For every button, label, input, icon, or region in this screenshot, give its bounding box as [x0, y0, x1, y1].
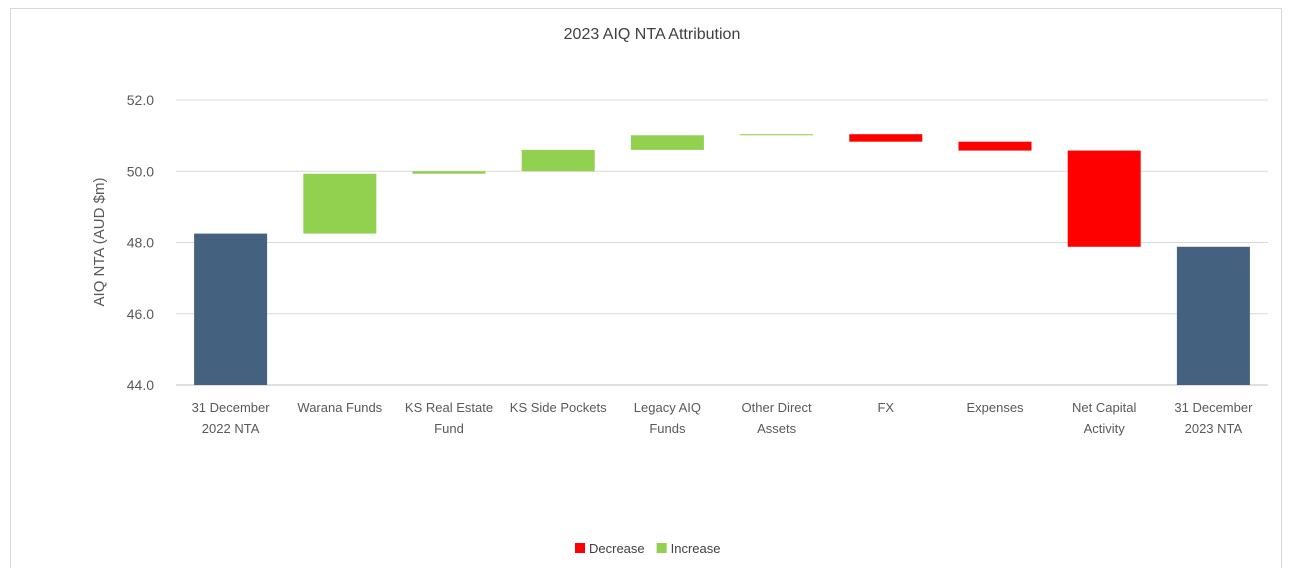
- chart-title: 2023 AIQ NTA Attribution: [564, 26, 741, 43]
- y-tick-label: 46.0: [127, 306, 154, 322]
- legend-swatch-decrease: [575, 543, 585, 553]
- bar-increase: [630, 135, 704, 150]
- x-category-label: Warana Funds: [297, 400, 382, 415]
- bars: [194, 134, 1250, 385]
- x-category-label: Legacy AIQ Funds: [634, 400, 701, 436]
- x-category-labels: 31 December 2022 NTA Warana Funds KS Real E…: [192, 400, 1254, 436]
- legend: Decrease Increase: [575, 541, 721, 556]
- y-tick-label: 48.0: [127, 235, 154, 251]
- legend-swatch-increase: [656, 543, 667, 553]
- x-category-label: Expenses: [966, 400, 1024, 415]
- y-tick-label: 50.0: [127, 163, 154, 179]
- bar-decrease: [849, 134, 923, 142]
- x-category-label: KS Side Pockets: [510, 400, 607, 415]
- x-category-label: KS Real Estate Fund: [405, 400, 493, 436]
- bar-total: [194, 233, 268, 385]
- x-category-label: Other Direct Assets: [742, 400, 812, 436]
- bar-increase: [740, 134, 814, 136]
- x-category-label: 31 December 2023 NTA: [1174, 400, 1253, 436]
- bar-increase: [412, 171, 486, 174]
- bar-increase: [303, 173, 377, 234]
- y-tick-labels: 44.0 46.0 48.0 50.0 52.0: [127, 92, 154, 393]
- legend-label-increase: Increase: [671, 541, 721, 556]
- bar-decrease: [958, 141, 1032, 151]
- y-axis-label: AIQ NTA (AUD $m): [91, 178, 108, 307]
- chart-frame: [10, 8, 1282, 568]
- bar-total: [1176, 246, 1250, 385]
- y-tick-label: 44.0: [127, 377, 154, 393]
- bar-increase: [521, 149, 595, 172]
- y-tick-label: 52.0: [127, 92, 154, 108]
- x-category-label: 31 December 2022 NTA: [192, 400, 271, 436]
- x-category-label: Net Capital Activity: [1072, 400, 1136, 436]
- legend-label-decrease: Decrease: [589, 541, 645, 556]
- x-category-label: FX: [877, 400, 894, 415]
- bar-decrease: [1067, 150, 1141, 247]
